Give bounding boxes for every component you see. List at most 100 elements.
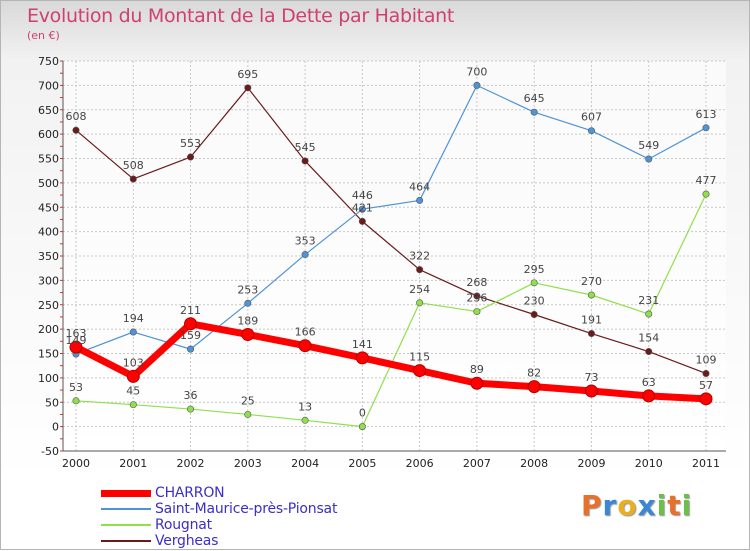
data-label: 446 [352,189,373,202]
data-point [416,196,424,204]
x-tick-label: 2003 [234,457,262,470]
series-line-saint-maurice-pr-s-pionsat [75,84,707,355]
data-label: 191 [581,314,602,327]
data-point [645,310,653,318]
data-point [244,410,252,418]
y-tick-label: 100 [38,372,59,385]
data-point [241,327,255,341]
data-point [527,380,541,394]
data-point [187,345,195,353]
legend-item: Saint-Maurice-près-Pionsat [101,501,337,517]
y-tick-label: 450 [38,201,59,214]
data-label: 464 [409,180,430,193]
x-tick-label: 2009 [577,457,605,470]
data-label: 608 [66,110,87,123]
data-label: 63 [642,376,656,389]
data-label: 270 [581,275,602,288]
data-point [702,190,710,198]
y-tick-label: 300 [38,274,59,287]
x-tick-label: 2002 [177,457,205,470]
x-tick-label: 2010 [635,457,663,470]
data-point [473,292,481,300]
data-point [530,310,538,318]
legend-label: CHARRON [155,485,225,501]
x-tick-label: 2007 [463,457,491,470]
data-point [301,251,309,259]
data-point [645,348,653,356]
data-point [358,217,366,225]
y-tick-label: 0 [52,421,59,434]
y-tick-label: 400 [38,226,59,239]
legend-item: Vergheas [101,533,337,549]
data-point [584,384,598,398]
data-label: 109 [696,353,717,366]
chart-legend: CHARRON Saint-Maurice-près-Pionsat Rougnat… [101,485,337,549]
chart-subtitle: (en €) [27,29,60,42]
data-point [358,423,366,431]
data-label: 695 [237,68,258,81]
y-tick-label: 650 [38,104,59,117]
data-point [587,127,595,135]
data-label: 353 [295,235,316,248]
proxiti-logo: Proxiti [581,489,693,522]
legend-swatch [101,540,151,542]
data-point [129,401,137,409]
data-label: 25 [241,394,255,407]
y-tick-label: 600 [38,128,59,141]
data-label: 36 [184,389,198,402]
data-point [642,389,656,403]
y-tick-label: -50 [41,445,59,458]
data-label: 89 [470,363,484,376]
data-label: 477 [696,174,717,187]
data-point [530,279,538,287]
data-point [702,124,710,132]
data-label: 231 [638,294,659,307]
data-label: 508 [123,159,144,172]
data-point [473,308,481,316]
y-tick-label: 700 [38,79,59,92]
data-point [244,299,252,307]
legend-swatch [101,508,151,510]
data-label: 607 [581,111,602,124]
data-label: 295 [524,263,545,276]
data-label: 254 [409,283,430,296]
data-label: 0 [359,407,366,420]
legend-item: Rougnat [101,517,337,533]
data-point [355,351,369,365]
y-tick-label: 500 [38,177,59,190]
data-point [298,339,312,353]
x-tick-label: 2008 [520,457,548,470]
data-label: 553 [180,137,201,150]
data-point [187,405,195,413]
legend-label: Rougnat [155,517,212,533]
data-point [129,328,137,336]
data-point [587,291,595,299]
data-point [416,266,424,274]
x-tick-label: 2011 [692,457,720,470]
x-tick-label: 2005 [348,457,376,470]
y-tick-label: 250 [38,299,59,312]
chart-title: Evolution du Montant de la Dette par Hab… [27,5,455,27]
data-point [244,84,252,92]
data-point [187,153,195,161]
data-label: 166 [295,326,316,339]
legend-swatch [101,489,151,497]
legend-label: Vergheas [155,533,219,549]
data-label: 194 [123,312,144,325]
data-point [129,175,137,183]
data-label: 230 [524,295,545,308]
data-label: 613 [696,108,717,121]
data-point [126,369,140,383]
data-label: 163 [66,327,87,340]
x-tick-label: 2000 [62,457,90,470]
data-point [530,108,538,116]
data-label: 645 [524,92,545,105]
data-label: 236 [466,292,487,305]
data-point [473,81,481,89]
data-label: 549 [638,139,659,152]
data-point [301,157,309,165]
x-tick-label: 2001 [119,457,147,470]
data-point [301,416,309,424]
